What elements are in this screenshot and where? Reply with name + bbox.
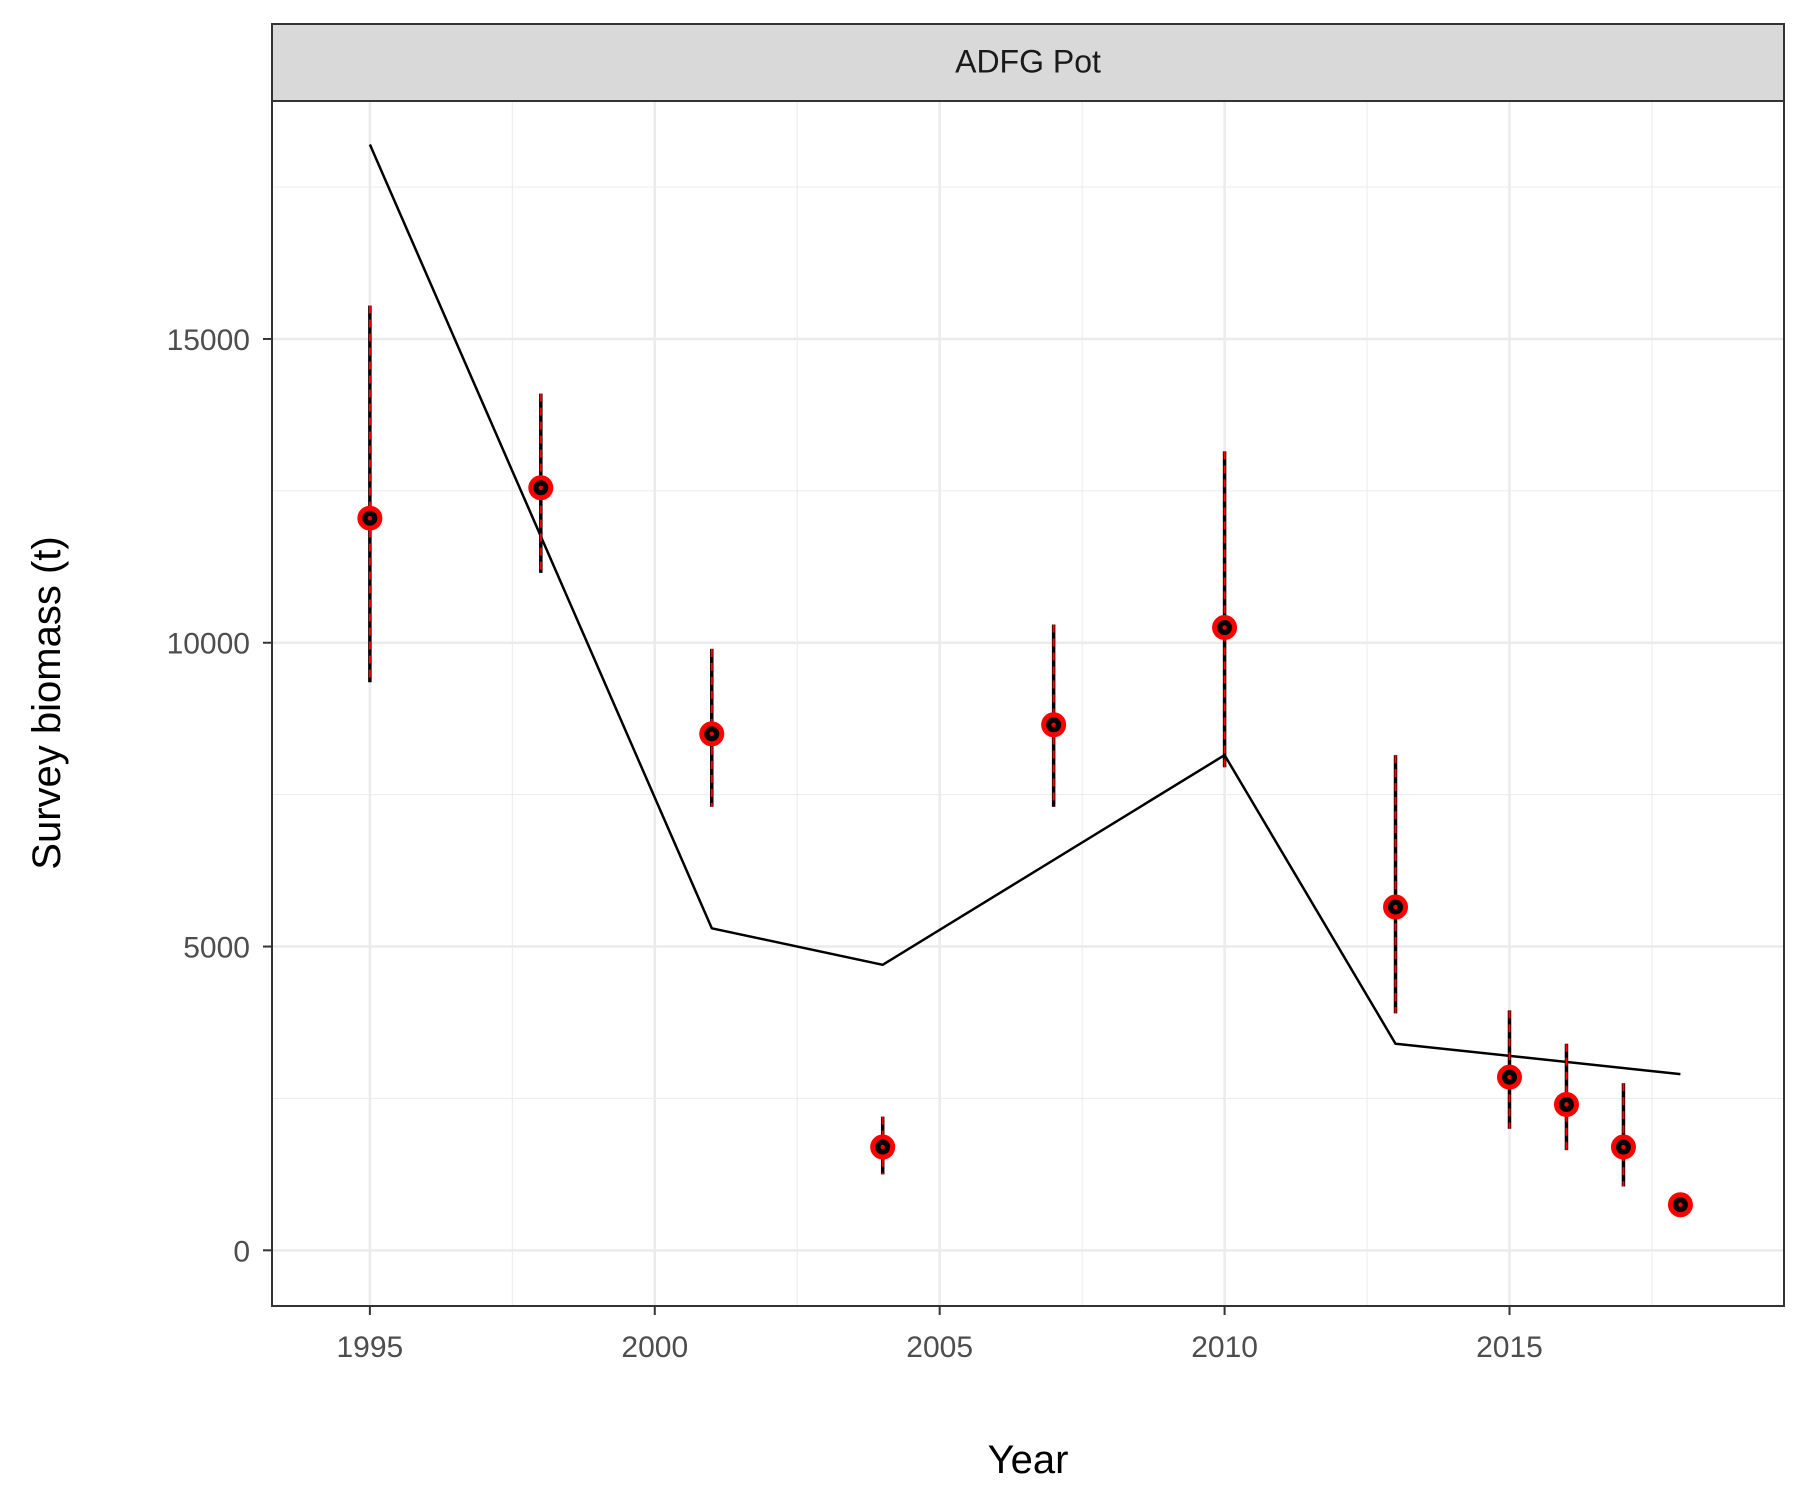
data-point-center [1621, 1144, 1626, 1150]
facet-strip-background [271, 23, 1785, 102]
y-tick-label: 5000 [183, 932, 250, 965]
axes: 1995 2000 2005 2010 2015 0 5000 10000 15000 [167, 324, 1543, 1364]
x-tick-label: 2000 [621, 1331, 688, 1364]
data-point-center [1678, 1202, 1683, 1207]
plot-marks [357, 144, 1693, 1218]
panel-border [271, 100, 1785, 1307]
x-tick-label: 2005 [906, 1331, 973, 1364]
grid [273, 102, 1783, 1305]
data-point-center [880, 1144, 885, 1150]
data-point-center [1564, 1102, 1569, 1107]
x-tick-label: 2010 [1191, 1331, 1258, 1364]
data-point-center [1051, 722, 1056, 727]
data-point-center [1507, 1074, 1512, 1080]
x-tick-label: 1995 [336, 1331, 403, 1364]
y-axis-title: Survey biomass (t) [25, 536, 69, 869]
panel-background [273, 102, 1783, 1305]
x-axis-title: Year [988, 1438, 1069, 1482]
data-point-center [367, 515, 373, 521]
fitted-line [368, 144, 1681, 1076]
y-tick-label: 0 [233, 1235, 250, 1268]
data-point-center [1393, 904, 1398, 910]
facet-strip: ADFG Pot [271, 23, 1785, 102]
facet-strip-label: ADFG Pot [955, 43, 1101, 79]
x-tick-label: 2015 [1476, 1331, 1543, 1364]
data-point-center [709, 731, 714, 737]
data-point-center [1222, 625, 1227, 630]
data-point-center [538, 485, 544, 491]
y-tick-label: 10000 [167, 628, 250, 661]
y-tick-label: 15000 [167, 324, 250, 357]
